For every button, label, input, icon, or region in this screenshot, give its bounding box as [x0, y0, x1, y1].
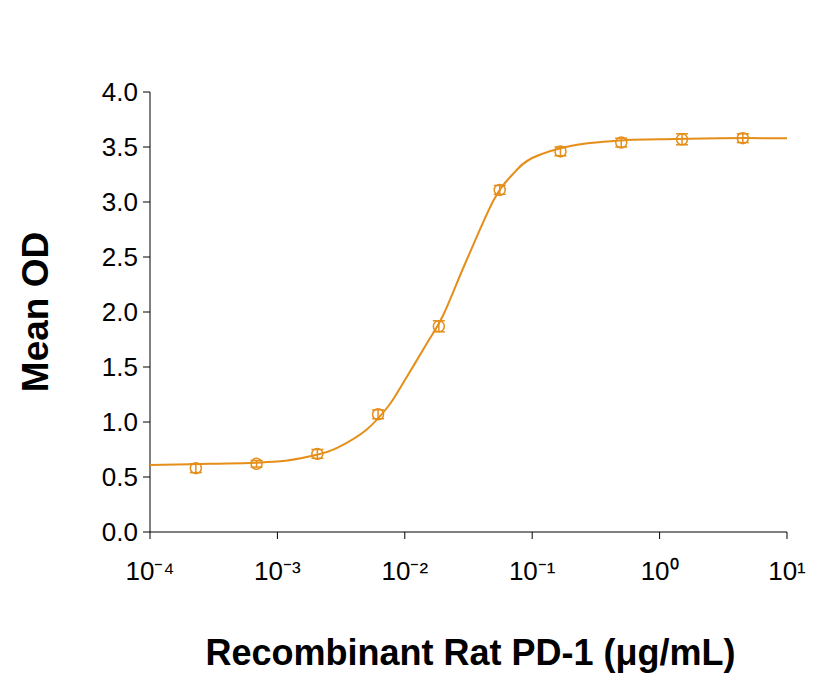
- y-tick-label: 3.0: [102, 187, 138, 217]
- y-tick: [143, 257, 150, 258]
- plot-area: [150, 133, 787, 474]
- y-tick: [143, 532, 150, 533]
- y-tick: [143, 147, 150, 148]
- fit-curve: [150, 138, 787, 465]
- data-point: [615, 137, 627, 148]
- y-tick-label: 3.5: [102, 132, 138, 162]
- y-tick: [143, 92, 150, 93]
- x-tick: [659, 532, 660, 539]
- x-tick-label: 10¹: [768, 556, 806, 586]
- y-tick: [143, 477, 150, 478]
- marker: [616, 137, 627, 148]
- x-axis: [150, 532, 787, 533]
- chart: 0.0 0.5 1.0 1.5 2.0 2.5 3.0 3.5 4.0 10⁻⁴ 10⁻³ 10⁻² 1…: [0, 0, 829, 680]
- x-tick-label: 10⁻²: [382, 556, 429, 586]
- x-tick: [787, 532, 788, 539]
- x-tick-label: 10⁰: [641, 556, 679, 586]
- x-tick-label: 10⁻¹: [509, 556, 556, 586]
- y-tick-label: 4.0: [102, 77, 138, 107]
- y-tick: [143, 202, 150, 203]
- y-tick: [143, 367, 150, 368]
- y-tick-label: 0.0: [102, 517, 138, 547]
- y-tick: [143, 422, 150, 423]
- y-tick: [143, 312, 150, 313]
- y-tick-label: 1.5: [102, 352, 138, 382]
- x-tick: [532, 532, 533, 539]
- y-tick-label: 2.0: [102, 297, 138, 327]
- x-tick-label: 10⁻³: [254, 556, 301, 586]
- error-bar: [256, 461, 258, 468]
- x-tick: [404, 532, 405, 539]
- x-tick: [150, 532, 151, 539]
- x-axis-title: Recombinant Rat PD-1 (μg/mL): [205, 632, 735, 673]
- y-tick-label: 0.5: [102, 462, 138, 492]
- x-tick-label: 10⁻⁴: [125, 556, 174, 586]
- y-tick-label: 2.5: [102, 242, 138, 272]
- y-axis-title: Mean OD: [15, 232, 56, 392]
- y-tick-label: 1.0: [102, 407, 138, 437]
- x-tick: [277, 532, 278, 539]
